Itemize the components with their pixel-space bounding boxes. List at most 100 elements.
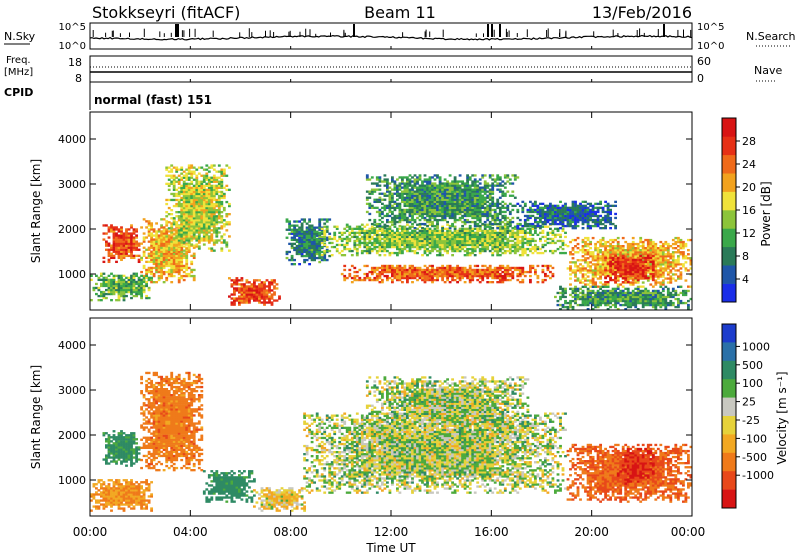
- power-cell: [150, 236, 154, 239]
- power-cell: [513, 233, 517, 237]
- power-cell: [378, 227, 382, 230]
- power-cell: [483, 237, 487, 241]
- power-cell: [180, 221, 184, 224]
- power-cell: [386, 178, 389, 181]
- power-cell: [403, 241, 407, 245]
- power-cell: [348, 268, 352, 272]
- power-cell: [496, 202, 500, 206]
- power-cell: [408, 196, 412, 199]
- power-cell: [180, 248, 184, 251]
- power-cell: [386, 249, 389, 253]
- power-cell: [288, 220, 292, 223]
- power-cell: [526, 210, 530, 214]
- power-cell: [162, 256, 166, 260]
- power-cell: [180, 186, 184, 190]
- power-cell: [353, 239, 357, 243]
- power-cell: [338, 231, 342, 235]
- power-cell: [200, 196, 204, 200]
- power-cell: [476, 198, 480, 201]
- power-cell: [426, 202, 429, 206]
- power-cell: [411, 200, 414, 204]
- power-cell: [471, 247, 475, 251]
- power-cell: [157, 242, 161, 245]
- power-cell: [453, 243, 457, 247]
- power-cell: [428, 186, 432, 189]
- power-cell: [431, 196, 434, 199]
- power-cell: [453, 200, 457, 204]
- power-cell: [187, 241, 191, 244]
- power-cell: [240, 291, 244, 294]
- power-cell: [177, 266, 181, 270]
- power-cell: [217, 182, 221, 186]
- power-cell: [584, 216, 587, 220]
- power-cell: [265, 279, 269, 282]
- power-cell: [192, 244, 196, 247]
- power-cell: [431, 192, 434, 195]
- power-cell: [518, 266, 522, 270]
- power-cell: [273, 279, 276, 282]
- power-cell: [426, 194, 429, 197]
- power-cell: [142, 236, 146, 239]
- power-cell: [202, 225, 206, 228]
- power-cell: [554, 208, 557, 212]
- power-cell: [323, 233, 327, 237]
- power-cell: [197, 202, 201, 206]
- power-cell: [212, 202, 216, 206]
- power-cell: [378, 196, 382, 199]
- power-cell: [428, 196, 432, 199]
- power-cell: [531, 245, 535, 249]
- power-cell: [554, 206, 557, 210]
- power-cell: [335, 239, 339, 243]
- power-cell: [167, 230, 171, 233]
- power-cell: [102, 292, 106, 296]
- power-cell: [248, 291, 251, 294]
- power-cell: [172, 249, 176, 252]
- power-cell: [488, 214, 492, 218]
- power-cell: [137, 280, 141, 284]
- power-cell: [162, 236, 166, 239]
- power-cell: [140, 280, 144, 284]
- power-cell: [393, 200, 397, 204]
- power-cell: [456, 272, 460, 276]
- power-cell: [461, 241, 465, 245]
- power-cell: [448, 204, 452, 208]
- power-cell: [345, 223, 349, 226]
- power-cell: [305, 246, 309, 250]
- power-cell: [240, 295, 244, 298]
- power-cell: [315, 232, 319, 235]
- power-cell: [225, 243, 229, 246]
- power-cell: [503, 186, 507, 189]
- power-cell: [360, 249, 364, 253]
- power-cell: [483, 198, 487, 201]
- power-cell: [293, 248, 297, 252]
- power-cell: [378, 249, 382, 253]
- power-cell: [426, 196, 429, 199]
- power-cell: [162, 238, 166, 241]
- power-cell: [416, 270, 419, 274]
- power-cell: [544, 214, 547, 218]
- power-cell: [544, 249, 547, 253]
- power-cell: [541, 216, 545, 220]
- power-cell: [187, 225, 191, 228]
- power-cell: [132, 232, 136, 235]
- power-cell: [396, 194, 399, 197]
- power-cell: [438, 254, 442, 257]
- power-cell: [152, 274, 156, 278]
- power-cell: [305, 250, 309, 254]
- power-cell: [155, 256, 159, 260]
- power-cell: [370, 225, 374, 228]
- power-cell: [468, 268, 472, 272]
- power-cell: [275, 299, 279, 302]
- power-cell: [260, 285, 264, 288]
- power-cell: [546, 210, 550, 214]
- power-cell: [200, 209, 204, 212]
- power-cell: [145, 236, 149, 239]
- power-cell: [117, 296, 121, 300]
- power-cell: [358, 227, 362, 231]
- power-cell: [396, 264, 399, 268]
- power-cell: [446, 227, 450, 231]
- power-cell: [185, 196, 189, 200]
- power-cell: [584, 277, 587, 280]
- power-cell: [386, 214, 389, 218]
- power-cell: [172, 256, 176, 260]
